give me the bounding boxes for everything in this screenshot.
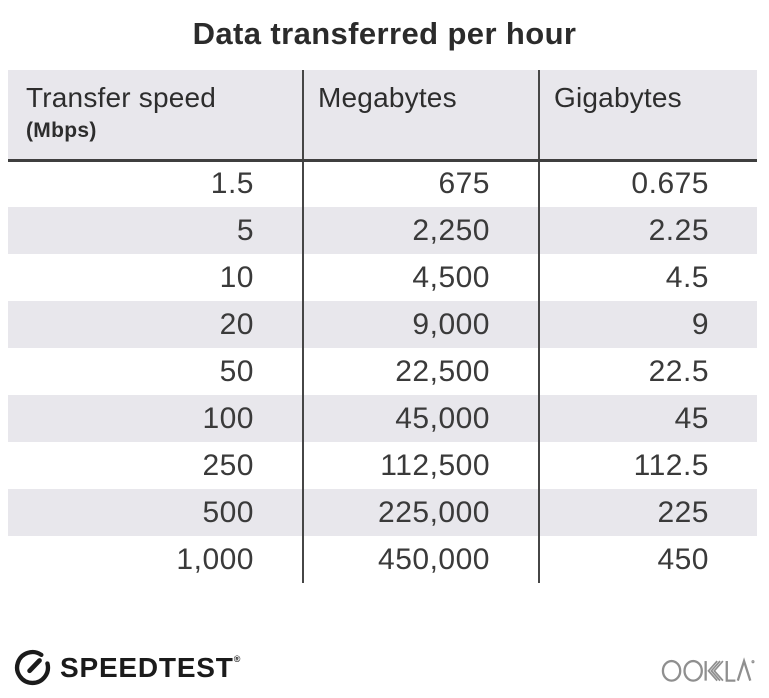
cell-speed: 20 — [8, 301, 303, 348]
header-cell-transfer-speed: Transfer speed (Mbps) — [8, 70, 303, 162]
table-row: 1,000 450,000 450 — [8, 536, 757, 583]
data-table: Transfer speed (Mbps) Megabytes Gigabyte… — [8, 70, 757, 583]
registered-trademark-mark: ® — [233, 653, 242, 664]
cell-megabytes: 22,500 — [302, 348, 539, 395]
table-row: 10 4,500 4.5 — [8, 254, 757, 301]
cell-speed: 100 — [8, 395, 303, 442]
cell-speed: 10 — [8, 254, 303, 301]
cell-gigabytes: 450 — [538, 536, 757, 583]
page-title: Data transferred per hour — [192, 16, 577, 51]
cell-gigabytes: 9 — [538, 301, 757, 348]
cell-megabytes: 4,500 — [302, 254, 539, 301]
cell-gigabytes: 112.5 — [538, 442, 757, 489]
speedtest-wordmark: SPEEDTEST® — [60, 651, 242, 683]
speedtest-logo: SPEEDTEST® — [14, 649, 241, 686]
cell-gigabytes: 22.5 — [538, 348, 757, 395]
table-row: 5 2,250 2.25 — [8, 207, 757, 254]
cell-gigabytes: 0.675 — [538, 160, 757, 207]
cell-gigabytes: 4.5 — [538, 254, 757, 301]
cell-speed: 500 — [8, 489, 303, 536]
table-row: 250 112,500 112.5 — [8, 442, 757, 489]
cell-speed: 5 — [8, 207, 303, 254]
cell-megabytes: 45,000 — [302, 395, 539, 442]
cell-megabytes: 450,000 — [302, 536, 539, 583]
table-row: 100 45,000 45 — [8, 395, 757, 442]
cell-megabytes: 225,000 — [302, 489, 539, 536]
speedtest-wordmark-text: SPEEDTEST — [60, 651, 234, 683]
header-row: Transfer speed (Mbps) Megabytes Gigabyte… — [8, 70, 757, 162]
cell-speed: 1,000 — [8, 536, 303, 583]
header-sublabel-mbps: (Mbps) — [26, 119, 97, 142]
cell-megabytes: 112,500 — [302, 442, 539, 489]
header-cell-gigabytes: Gigabytes — [538, 70, 757, 162]
cell-gigabytes: 225 — [538, 489, 757, 536]
header-label: Megabytes — [318, 82, 457, 113]
ookla-wordmark-icon — [661, 651, 757, 683]
data-table-container: Transfer speed (Mbps) Megabytes Gigabyte… — [8, 70, 757, 583]
cell-megabytes: 2,250 — [302, 207, 539, 254]
cell-speed: 50 — [8, 348, 303, 395]
table-row: 1.5 675 0.675 — [8, 160, 757, 207]
table-row: 20 9,000 9 — [8, 301, 757, 348]
table-row: 50 22,500 22.5 — [8, 348, 757, 395]
cell-gigabytes: 2.25 — [538, 207, 757, 254]
speedtest-gauge-icon — [14, 649, 51, 686]
header-label: Transfer speed — [26, 82, 217, 113]
cell-gigabytes: 45 — [538, 395, 757, 442]
table-row: 500 225,000 225 — [8, 489, 757, 536]
header-cell-megabytes: Megabytes — [302, 70, 539, 162]
cell-speed: 1.5 — [8, 160, 303, 207]
ookla-logo — [661, 651, 757, 688]
header-label: Gigabytes — [554, 82, 682, 113]
cell-speed: 250 — [8, 442, 303, 489]
cell-megabytes: 675 — [302, 160, 539, 207]
cell-megabytes: 9,000 — [302, 301, 539, 348]
